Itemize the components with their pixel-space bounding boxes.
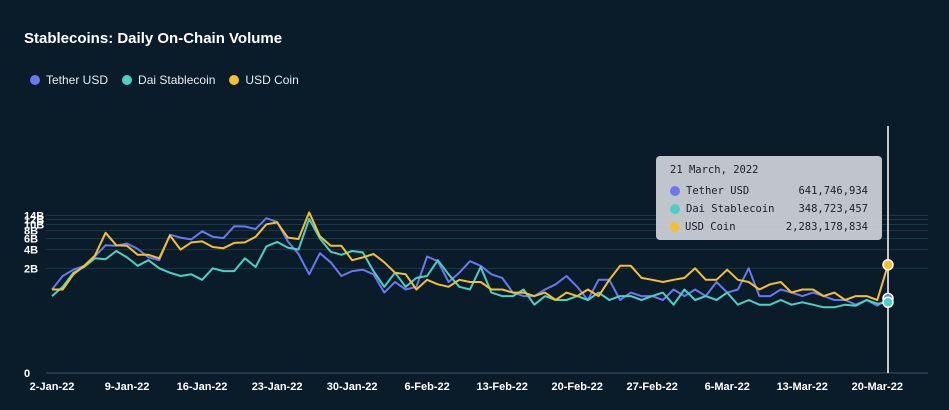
y-tick-label: 6B: [24, 234, 38, 246]
tooltip-swatch-usdc: [670, 222, 679, 232]
x-tick-label: 13-Mar-22: [777, 381, 828, 393]
y-tick-label: 0: [24, 368, 30, 380]
x-tick-label: 23-Jan-22: [252, 381, 303, 393]
tooltip-name-usdc: USD Coin: [685, 221, 736, 233]
series-line-1[interactable]: [51, 217, 889, 309]
x-tick-label: 20-Mar-22: [852, 381, 903, 393]
hover-marker-1: [882, 296, 894, 309]
y-tick-label: 12B: [24, 215, 44, 227]
tooltip: 21 March, 2022 Tether USD 641,746,934 Da…: [656, 156, 882, 240]
legend-label-usdc: USD Coin: [245, 73, 299, 87]
y-tick-label: 10B: [24, 220, 44, 232]
tooltip-swatch-dai: [670, 204, 680, 214]
tooltip-row-usdc: USD Coin 2,283,178,834: [670, 218, 872, 236]
series-line-2[interactable]: [52, 211, 889, 301]
tooltip-name-tether: Tether USD: [686, 185, 750, 197]
y-tick-label: 8B: [24, 226, 38, 238]
legend-item-tether[interactable]: Tether USD: [30, 73, 108, 87]
x-tick-label: 27-Feb-22: [627, 381, 678, 393]
tooltip-value-usdc: 2,283,178,834: [785, 221, 868, 233]
x-tick-label: 20-Feb-22: [551, 381, 602, 393]
x-tick-label: 13-Feb-22: [476, 381, 527, 393]
legend-label-tether: Tether USD: [46, 73, 109, 87]
tooltip-swatch-tether: [670, 186, 680, 196]
tooltip-value-tether: 641,746,934: [798, 185, 868, 197]
legend-swatch-dai: [122, 75, 133, 85]
tooltip-row-dai: Dai Stablecoin 348,723,457: [670, 200, 872, 218]
series-line-0[interactable]: [51, 217, 889, 307]
legend: Tether USD Dai Stablecoin USD Coin: [30, 73, 299, 87]
legend-swatch-tether: [30, 75, 40, 85]
x-tick-label: 2-Jan-22: [30, 381, 75, 393]
x-tick-label: 16-Jan-22: [177, 381, 228, 393]
tooltip-row-tether: Tether USD 641,746,934: [670, 182, 872, 200]
hover-marker-2: [882, 259, 894, 271]
legend-item-usdc[interactable]: USD Coin: [229, 73, 299, 87]
tooltip-date: 21 March, 2022: [670, 164, 759, 176]
y-tick-label: 2B: [24, 263, 38, 275]
x-tick-label: 6-Feb-22: [405, 381, 450, 393]
x-tick-label: 9-Jan-22: [105, 381, 150, 393]
x-tick-label: 30-Jan-22: [327, 381, 378, 393]
legend-item-dai[interactable]: Dai Stablecoin: [122, 73, 215, 87]
tooltip-value-dai: 348,723,457: [798, 203, 868, 215]
x-tick-label: 6-Mar-22: [705, 381, 750, 393]
y-tick-label: 14B: [24, 210, 44, 222]
legend-label-dai: Dai Stablecoin: [138, 73, 216, 87]
y-tick-label: 4B: [24, 245, 38, 257]
legend-swatch-usdc: [229, 75, 240, 85]
chart-title: Stablecoins: Daily On-Chain Volume: [24, 30, 283, 47]
tooltip-name-dai: Dai Stablecoin: [686, 203, 775, 215]
